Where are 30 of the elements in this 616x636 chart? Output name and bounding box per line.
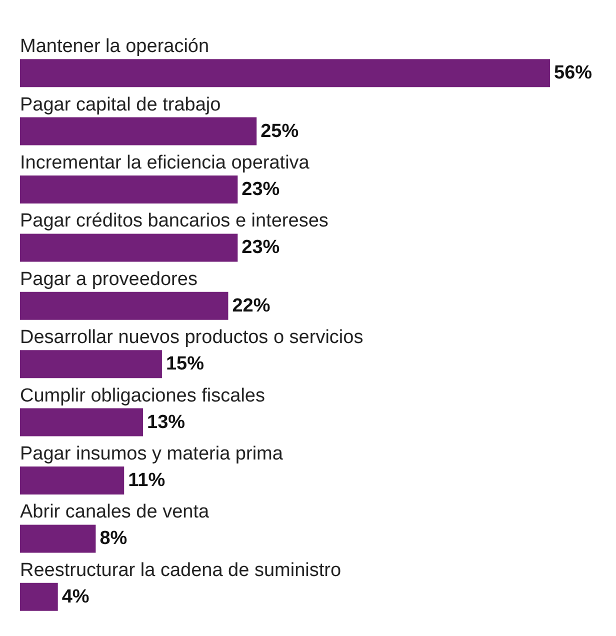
data-label: 13% — [147, 412, 186, 433]
data-label: 15% — [166, 354, 204, 375]
bar — [20, 466, 124, 494]
y-tick-label: Cumplir obligaciones fiscales — [20, 385, 265, 406]
bar — [20, 292, 228, 320]
y-tick-label: Pagar a proveedores — [20, 268, 198, 290]
bar — [20, 524, 96, 553]
data-label: 25% — [260, 120, 299, 142]
y-tick-label: Abrir canales de venta — [20, 502, 210, 523]
data-label: 23% — [242, 237, 280, 258]
y-tick-label: Incrementar la eficiencia operativa — [20, 152, 310, 174]
y-tick-label: Pagar créditos bancarios e intereses — [20, 210, 328, 232]
bar — [20, 234, 238, 262]
y-tick-label: Desarrollar nuevos productos o servicios — [20, 327, 364, 348]
data-label: 4% — [62, 586, 90, 608]
bar — [20, 582, 58, 611]
bar — [20, 117, 257, 146]
y-tick-label: Pagar insumos y materia prima — [20, 444, 284, 464]
data-label: 22% — [232, 295, 270, 316]
data-label: 23% — [242, 179, 280, 200]
data-label: 11% — [128, 470, 166, 491]
data-label: 56% — [554, 62, 592, 84]
bar — [20, 350, 162, 378]
bar — [20, 176, 238, 204]
y-tick-label: Mantener la operación — [20, 36, 210, 58]
bar — [20, 408, 144, 436]
bar — [20, 59, 550, 88]
data-label: 8% — [100, 528, 128, 550]
y-tick-label: Pagar capital de trabajo — [20, 94, 221, 116]
y-tick-label: Reestructurar la cadena de suministro — [20, 560, 342, 581]
